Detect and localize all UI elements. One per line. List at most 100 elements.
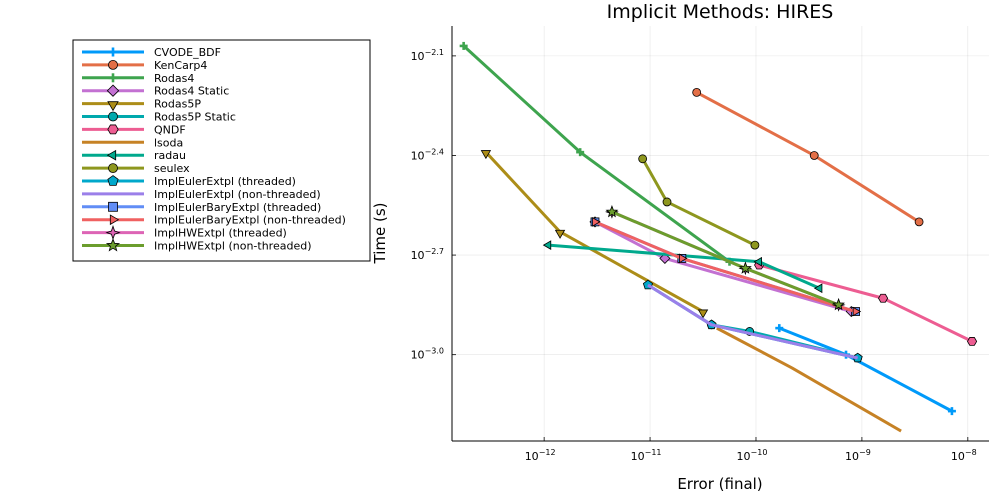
legend-entry: Rodas4 Static [82,84,229,98]
data-point [576,148,585,157]
x-tick-label: 10−8 [951,448,977,463]
legend-marker [108,47,118,57]
series-rodas4-static [589,216,857,318]
legend-label: Rodas4 Static [154,85,229,98]
legend-entry: radau [82,149,186,162]
series-cvode-bdf [775,324,956,416]
legend-entry: lsoda [82,136,183,149]
legend-label: radau [154,149,186,162]
data-point [832,298,845,311]
legend-entry: QNDF [82,123,186,136]
series-lsoda [716,326,902,433]
legend-label: lsoda [154,136,183,149]
legend-label: ImplEulerBaryExtpl (threaded) [154,201,321,214]
legend-marker [106,84,120,97]
legend-label: Rodas5P [154,98,201,111]
legend-label: CVODE_BDF [154,46,221,59]
series-kencarp4 [692,88,924,227]
legend-marker [108,111,118,122]
series-impleulerbaryextpl-non-threaded [592,217,862,317]
data-point [679,253,688,264]
legend-label: QNDF [154,123,186,136]
y-axis-label: Time (s) [371,203,389,265]
series-line [716,326,902,433]
legend-entry: Rodas5P [82,98,201,112]
series-impleulerextpl-non-threaded [647,283,858,360]
legend-entry: ImplEulerExtpl (non-threaded) [82,188,321,201]
legend-label: ImplHWExtpl (threaded) [154,227,287,240]
y-tick-label: 10−2.7 [411,247,444,262]
series-line [484,151,704,313]
data-point [542,240,552,250]
legend-label: Rodas5P Static [154,111,236,124]
series-line [695,91,920,224]
y-tick-labels: 10−3.0 10−2.7 10−2.4 10−2.1 [411,48,456,362]
legend-marker [108,163,118,174]
data-point [697,309,709,319]
data-point [813,283,823,294]
data-point [638,154,648,164]
legend-marker [107,124,119,135]
legend-entry: ImplHWExtpl (threaded) [82,225,287,241]
legend-label: ImplEulerExtpl (threaded) [154,175,296,188]
data-point [809,151,819,160]
data-point [914,217,924,227]
legend-label: KenCarp4 [154,59,207,72]
series-line [462,44,731,263]
legend-marker [107,175,119,186]
legend-marker [106,149,117,161]
data-point [692,88,702,97]
data-point [775,324,784,333]
legend-entry: Rodas4 [82,72,194,85]
data-point [592,217,601,227]
legend-entry: seulex [82,162,190,175]
legend-entry: Rodas5P Static [82,111,236,124]
data-point [738,261,752,274]
legend-marker [108,60,118,70]
data-point [750,240,760,250]
chart-title: Implicit Methods: HIRES [607,1,834,23]
data-point [480,150,492,160]
legend-label: ImplHWExtpl (non-threaded) [154,240,312,253]
series-line [778,326,953,413]
data-point [662,197,672,207]
series-radau [542,240,823,294]
y-tick-label: 10−2.4 [411,147,444,162]
x-tick-label: 10−11 [631,448,662,463]
legend-marker [108,201,118,212]
data-point [554,229,566,239]
legend-marker [105,238,121,252]
y-tick-label: 10−2.1 [411,48,444,63]
legend-entry: CVODE_BDF [82,46,221,59]
legend-label: seulex [154,162,190,175]
series-line [647,283,858,360]
legend-label: ImplEulerBaryExtpl (non-threaded) [154,214,346,227]
legend-entry: ImplEulerBaryExtpl (threaded) [82,201,321,214]
data-point [966,337,978,346]
series-seulex [638,154,760,250]
series-rodas5p [480,150,709,319]
data-point [459,41,468,50]
legend-entry: ImplHWExtpl (non-threaded) [82,238,312,253]
legend-entry: ImplEulerExtpl (threaded) [82,175,296,188]
data-point [605,205,619,218]
series-implhwextpl-non-threaded [605,205,845,311]
legend-entry: KenCarp4 [82,59,207,72]
data-point [947,407,956,416]
data-point [753,256,762,267]
legend-marker [109,214,120,226]
series-qndf [754,260,978,346]
x-tick-label: 10−12 [525,448,556,463]
x-tick-label: 10−10 [737,448,768,463]
series-line [594,220,856,313]
grid-lines [452,26,989,441]
plot-area [452,26,989,441]
y-tick-label: 10−3.0 [411,347,444,362]
series-line [611,210,840,307]
series-rodas4 [459,41,734,266]
data-point [878,293,889,303]
legend-label: Rodas4 [154,72,194,85]
x-axis-label: Error (final) [677,475,762,493]
